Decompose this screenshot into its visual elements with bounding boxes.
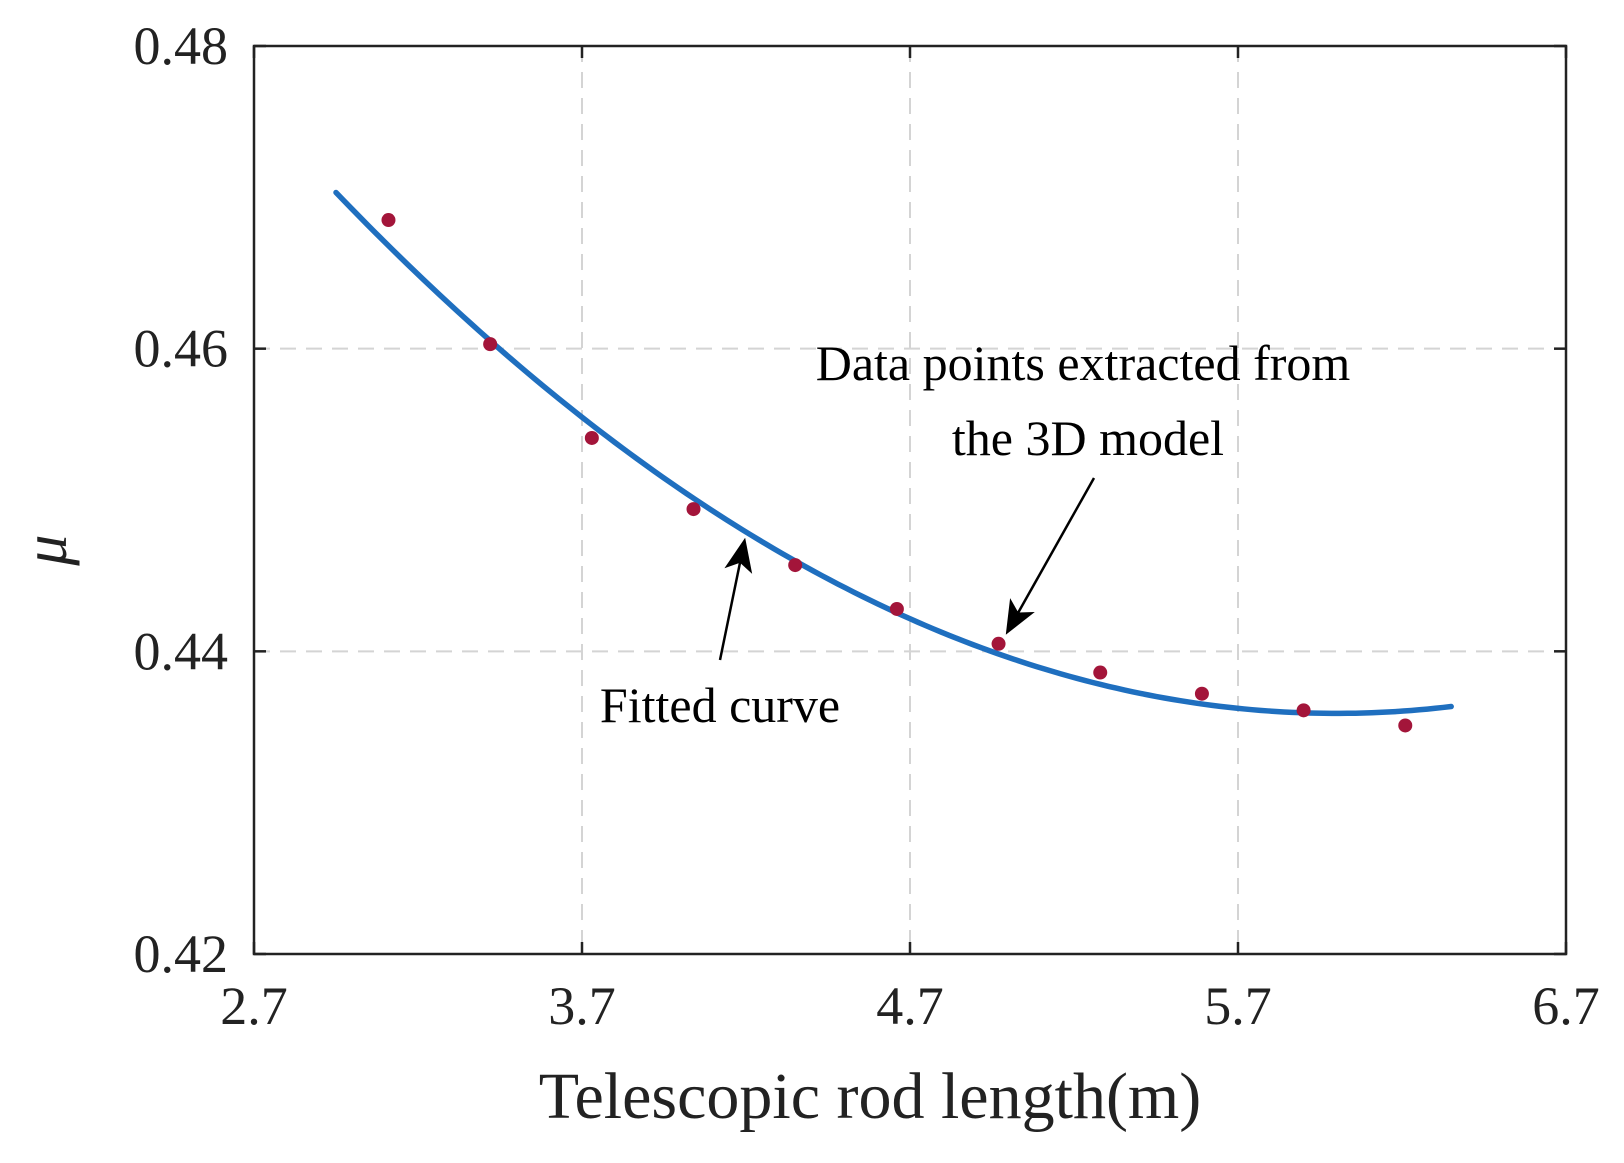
series — [333, 189, 1454, 733]
y-tick-label: 0.48 — [134, 16, 229, 76]
data-point — [1398, 718, 1413, 733]
data-point — [1296, 703, 1311, 718]
data-point — [1093, 665, 1108, 680]
axis-ticks: 2.7 3.7 4.7 5.7 6.7 0.42 0.44 0.46 0.48 — [134, 16, 1600, 1036]
y-axis-title: μ — [12, 534, 80, 566]
fitted-curve-line — [333, 189, 1454, 717]
x-tick-label: 3.7 — [548, 976, 616, 1036]
y-tick-label: 0.44 — [134, 621, 229, 681]
data-point — [991, 636, 1006, 651]
data-point — [381, 213, 396, 228]
data-point — [788, 558, 803, 573]
y-tick-label: 0.42 — [134, 924, 229, 984]
data-point — [686, 502, 701, 517]
annotation-data-line2: the 3D model — [952, 410, 1224, 466]
x-tick-label: 2.7 — [220, 976, 288, 1036]
annotations: Data points extracted from the 3D model Fi… — [600, 335, 1350, 733]
data-point — [584, 430, 599, 445]
grid — [254, 46, 1566, 954]
x-tick-label: 4.7 — [876, 976, 944, 1036]
x-axis-title: Telescopic rod length(m) — [539, 1060, 1201, 1133]
data-point — [1194, 686, 1209, 701]
x-tick-label: 5.7 — [1204, 976, 1272, 1036]
annotation-data-arrow — [1005, 477, 1096, 635]
annotation-fit-label: Fitted curve — [600, 677, 840, 733]
y-tick-label: 0.46 — [134, 319, 229, 379]
data-point — [889, 601, 904, 616]
data-point — [483, 337, 498, 352]
x-tick-label: 6.7 — [1532, 976, 1600, 1036]
annotation-fit-arrow — [718, 537, 753, 661]
annotation-data-line1: Data points extracted from — [816, 335, 1351, 391]
